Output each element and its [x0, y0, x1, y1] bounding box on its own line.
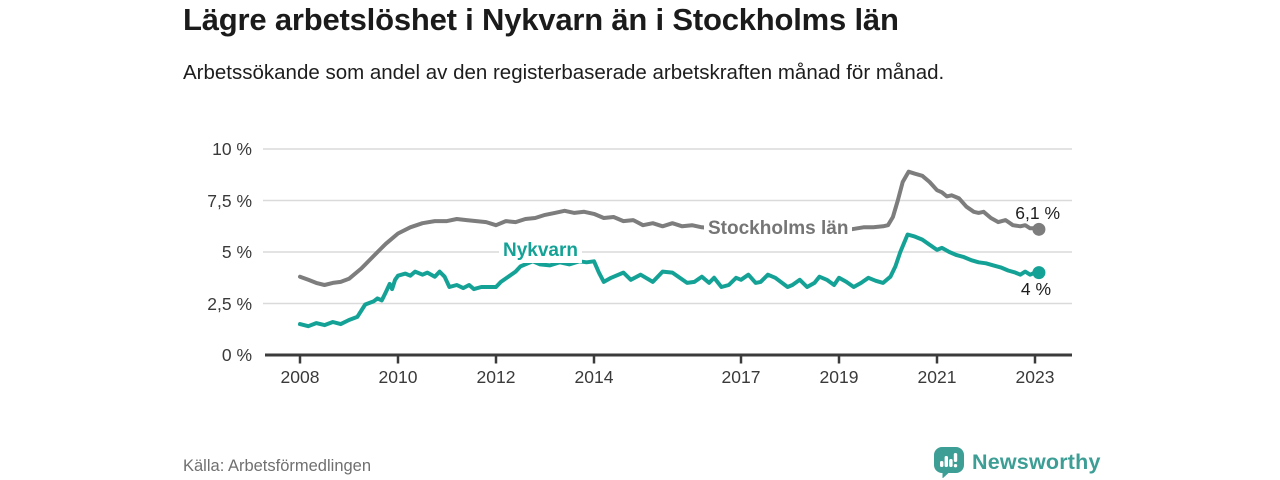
series-end-dot-stockholms-lan [1032, 222, 1046, 236]
series-label-stockholms-lan: Stockholms län [704, 217, 853, 241]
x-axis-label: 2012 [476, 367, 516, 387]
x-axis-label: 2023 [1015, 367, 1055, 387]
x-axis-label: 2010 [378, 367, 418, 387]
x-axis-label: 2019 [819, 367, 859, 387]
y-axis-label: 0 % [221, 345, 252, 365]
series-line-nykvarn [298, 232, 1041, 329]
x-axis-label: 2008 [280, 367, 320, 387]
newsworthy-logo[interactable]: Newsworthy [933, 446, 1101, 478]
page-title: Lägre arbetslöshet i Nykvarn än i Stockh… [183, 2, 899, 37]
y-axis-label: 2,5 % [207, 293, 252, 314]
series-end-dot-nykvarn [1032, 266, 1046, 280]
end-value-nykvarn: 4 % [1020, 279, 1052, 299]
series-label-nykvarn: Nykvarn [499, 239, 582, 263]
newsworthy-wordmark: Newsworthy [972, 449, 1101, 474]
y-axis-label: 5 % [221, 242, 252, 262]
y-axis-label: 10 % [212, 139, 252, 159]
end-value-stockholms-lan: 6,1 % [1015, 203, 1060, 223]
series-line-stockholms-lan [298, 169, 1041, 287]
page-subtitle: Arbetssökande som andel av den registerb… [183, 61, 945, 84]
x-axis-label: 2014 [574, 367, 614, 387]
newsworthy-chart-bubble-icon [934, 447, 964, 478]
y-axis-label: 7,5 % [207, 190, 252, 211]
x-axis-label: 2017 [721, 367, 761, 387]
source-note: Källa: Arbetsförmedlingen [183, 457, 372, 475]
x-axis-label: 2021 [917, 367, 957, 387]
